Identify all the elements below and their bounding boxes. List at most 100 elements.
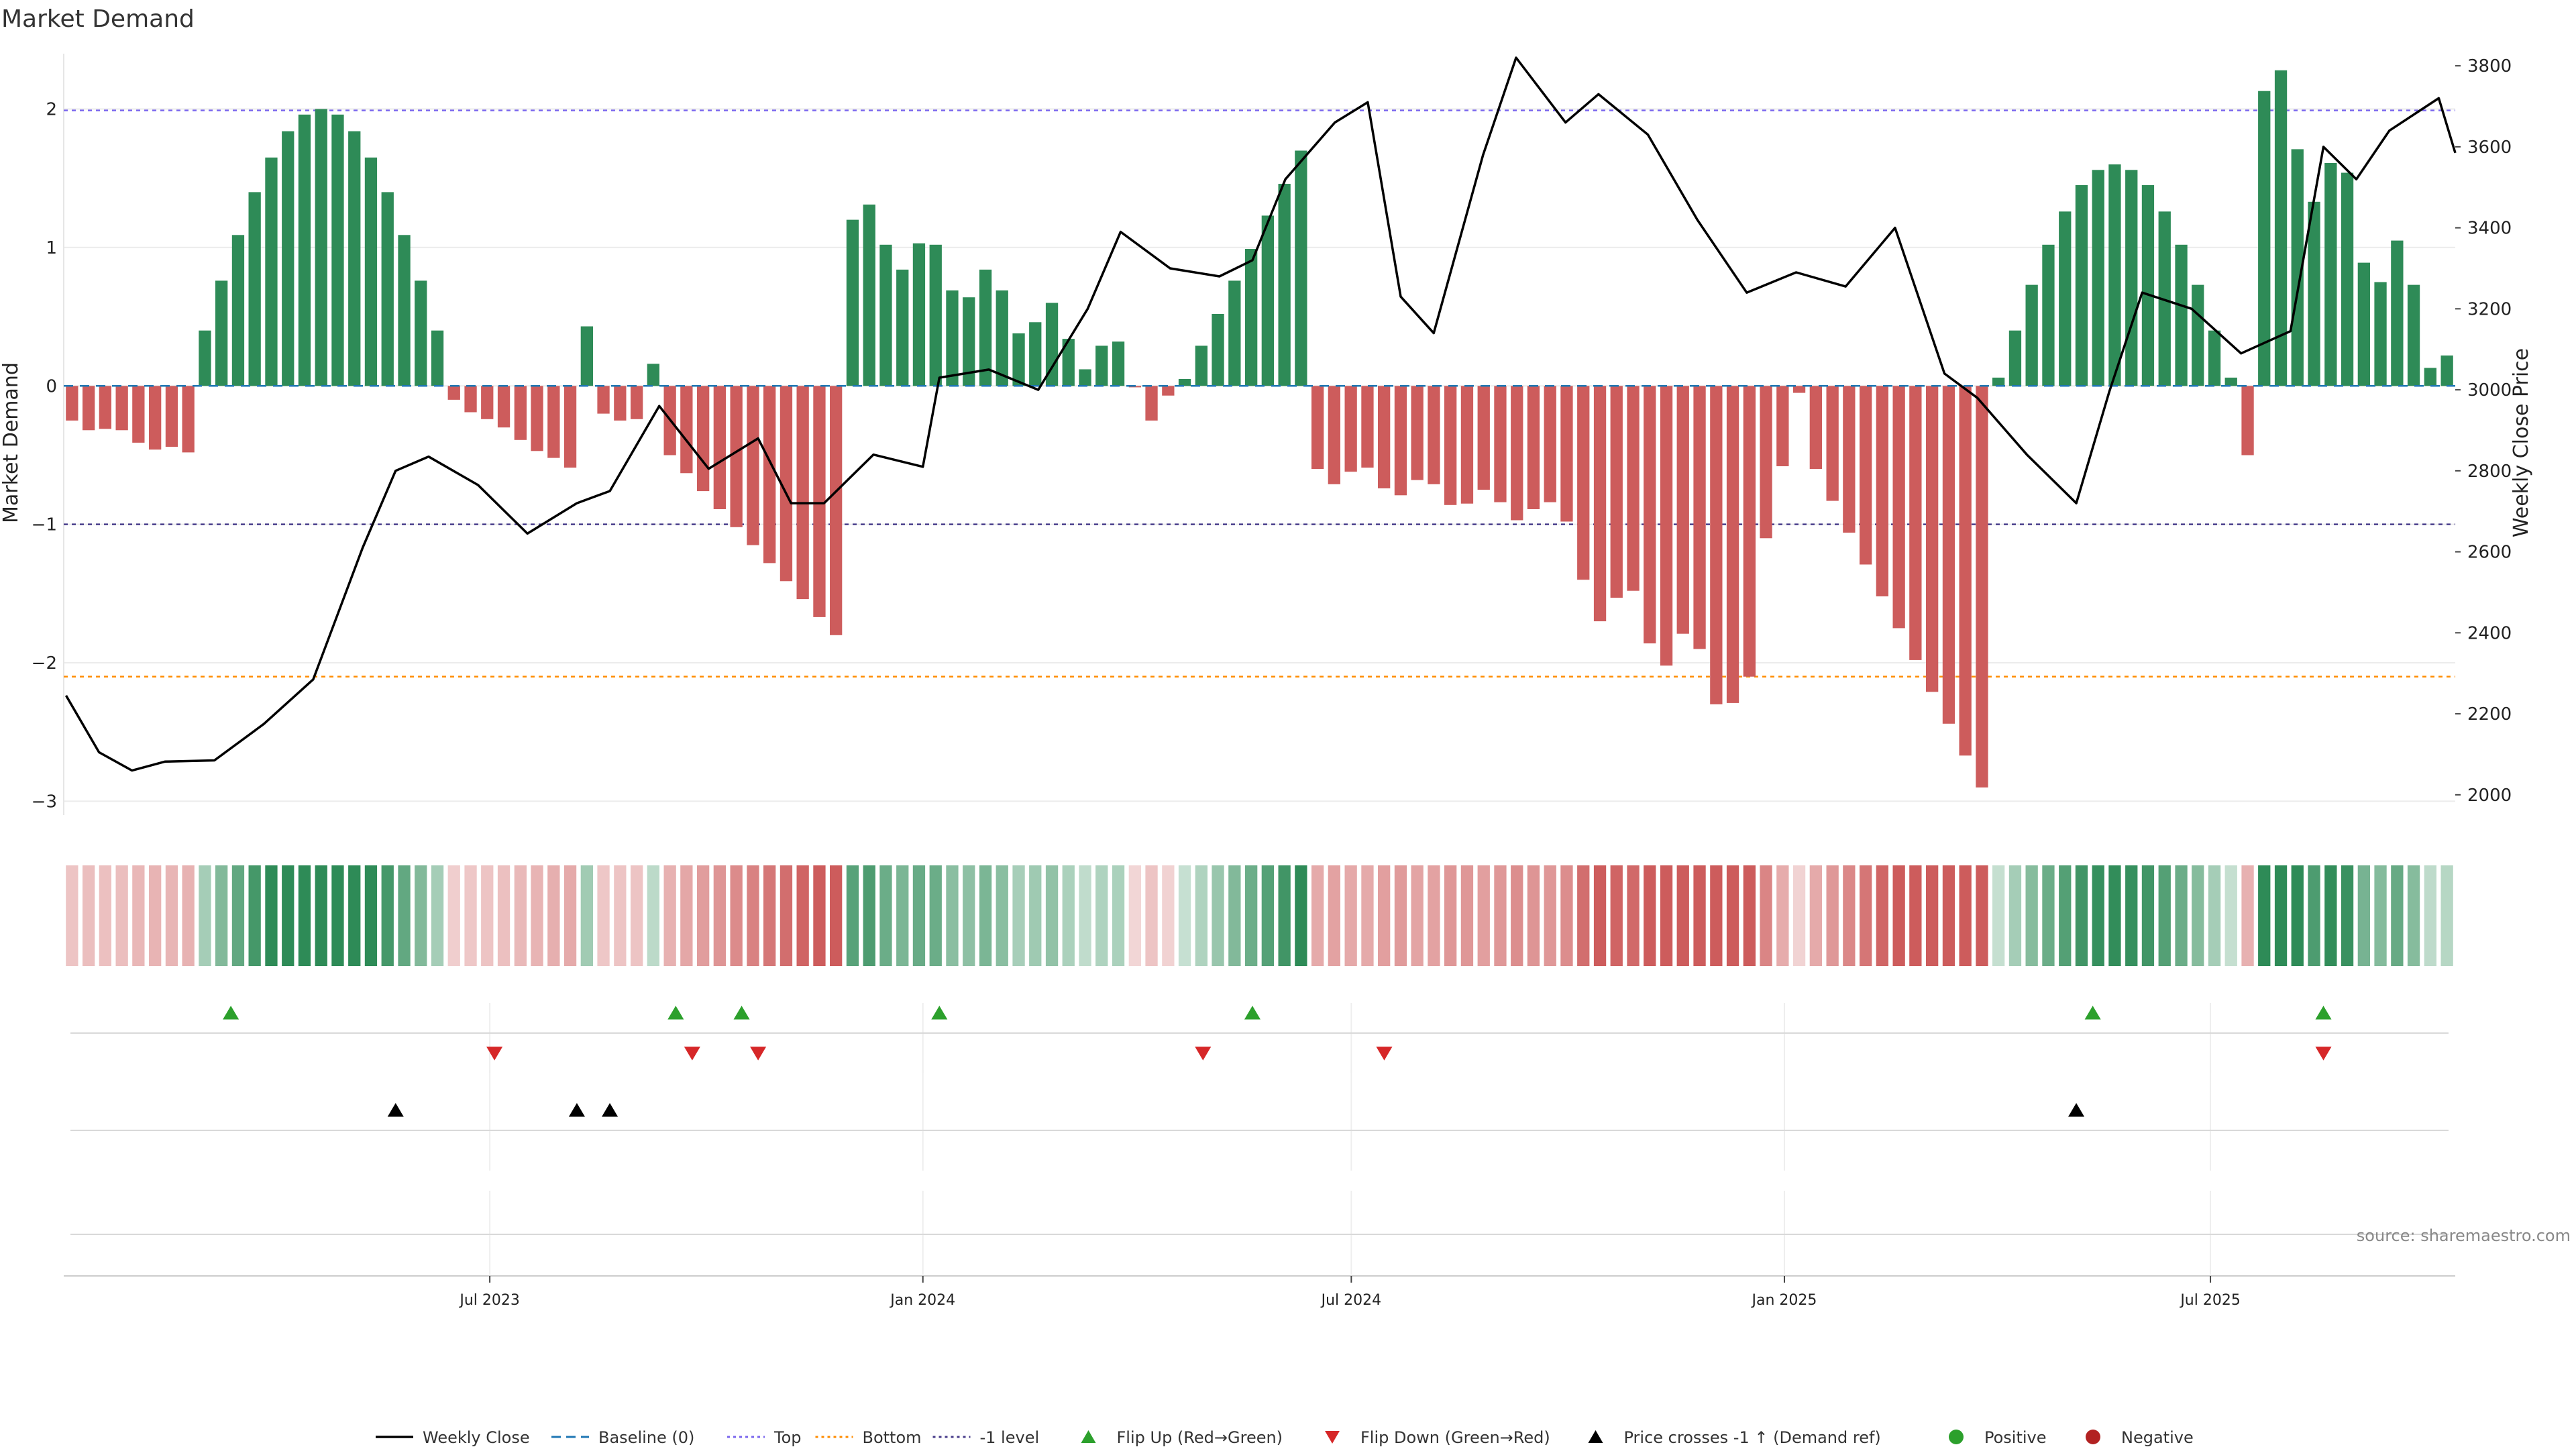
strip-cell — [1693, 865, 1706, 966]
strip-cell — [215, 865, 228, 966]
demand-bar — [2308, 201, 2320, 386]
demand-bar — [2391, 240, 2404, 386]
demand-bar — [1029, 322, 1042, 386]
demand-bar — [614, 386, 627, 421]
strip-cell — [1112, 865, 1125, 966]
strip-cell — [531, 865, 543, 966]
strip-cell — [1776, 865, 1789, 966]
price-cross-marker — [568, 1103, 585, 1117]
strip-cell — [647, 865, 659, 966]
demand-bar — [2357, 262, 2370, 386]
price-line-group — [64, 56, 2457, 772]
demand-bar — [879, 244, 892, 386]
strip-cell — [2391, 865, 2404, 966]
demand-bar — [2042, 244, 2055, 386]
strip-cell — [1460, 865, 1474, 966]
demand-bar — [315, 109, 327, 386]
strip-cell — [963, 865, 975, 966]
strip-cell — [2108, 865, 2121, 966]
strip-cell — [1909, 865, 1922, 966]
strip-cell — [415, 865, 427, 966]
demand-bar — [2440, 355, 2453, 386]
demand-bar — [929, 244, 942, 386]
demand-bar — [2374, 282, 2387, 386]
strip-cell — [796, 865, 809, 966]
legend-label: Flip Down (Green→Red) — [1360, 1428, 1550, 1447]
demand-bar — [2125, 170, 2138, 386]
legend-item: Flip Up (Red→Green) — [1081, 1428, 1283, 1447]
strip-cell — [713, 865, 726, 966]
demand-bar — [1577, 386, 1590, 580]
demand-bar — [1826, 386, 1839, 501]
demand-bar — [1344, 386, 1357, 472]
strip-cell — [2224, 865, 2237, 966]
demand-bar — [431, 330, 444, 386]
demand-bar — [165, 386, 178, 447]
demand-bar — [547, 386, 560, 458]
legend-label: Weekly Close — [423, 1428, 530, 1447]
demand-bar — [713, 386, 726, 509]
strip-cell — [431, 865, 444, 966]
demand-bar — [2208, 330, 2221, 386]
demand-bar — [231, 235, 245, 386]
demand-bar — [282, 131, 294, 386]
demand-bar — [996, 290, 1008, 386]
strip-cell — [730, 865, 743, 966]
strip-cell — [564, 865, 577, 966]
demand-bar — [680, 386, 693, 474]
strip-cell — [846, 865, 859, 966]
demand-bar — [912, 243, 926, 386]
strip-cell — [364, 865, 378, 966]
demand-bar — [1311, 386, 1324, 470]
demand-bar — [2291, 149, 2304, 386]
demand-bar — [1494, 386, 1507, 502]
legend-item: Positive — [1949, 1428, 2047, 1447]
legend-item: Bottom — [815, 1428, 922, 1447]
flip-down-marker — [750, 1046, 767, 1061]
demand-bar — [631, 386, 643, 419]
strip-cell — [631, 865, 643, 966]
demand-bar — [1477, 386, 1490, 490]
right-tick-label: 2800 — [2467, 462, 2512, 482]
demand-bar — [1112, 341, 1125, 386]
demand-bar — [298, 114, 311, 386]
demand-bar — [747, 386, 759, 545]
date-tick-label: Jan 2025 — [1751, 1292, 1817, 1309]
strip-cell — [1045, 865, 1059, 966]
demand-bar — [564, 386, 577, 468]
strip-cell — [1959, 865, 1972, 966]
demand-bar — [531, 386, 543, 451]
strip-cell — [979, 865, 992, 966]
strip-cell — [2158, 865, 2171, 966]
strip-cell — [2291, 865, 2304, 966]
demand-bar — [2224, 377, 2237, 386]
demand-bar — [1959, 386, 1972, 756]
legend-item: Price crosses -1 ↑ (Demand ref) — [1588, 1428, 1881, 1447]
date-tick-label: Jul 2024 — [1320, 1292, 1382, 1309]
strip-cell — [1295, 865, 1307, 966]
legend-swatch — [1588, 1430, 1603, 1443]
strip-cell — [2008, 865, 2022, 966]
demand-bar — [963, 297, 975, 386]
strip-cell — [2075, 865, 2088, 966]
strip-cell — [1328, 865, 1340, 966]
right-tick-label: 3000 — [2467, 380, 2512, 400]
strip-cell — [1228, 865, 1241, 966]
flip-up-marker — [733, 1006, 750, 1020]
left-tick-label: 0 — [46, 376, 57, 396]
source-note: source: sharemaestro.com — [2357, 1226, 2571, 1245]
demand-bar — [1245, 249, 1258, 386]
strip-cell — [2042, 865, 2055, 966]
strip-cell — [1942, 865, 1955, 966]
strip-cell — [1344, 865, 1357, 966]
demand-bar — [1460, 386, 1474, 504]
strip-cell — [1809, 865, 1822, 966]
demand-bar — [1012, 333, 1025, 386]
demand-bar — [896, 269, 909, 386]
strip-cell — [2092, 865, 2104, 966]
demand-bar — [1876, 386, 1888, 596]
strip-cell — [66, 865, 78, 966]
strip-cell — [780, 865, 793, 966]
date-axis: Jul 2023 Jan 2024 Jul 2024 Jan 2025 Jul 2025 — [64, 1275, 2455, 1309]
flip-up-marker — [2084, 1006, 2101, 1020]
